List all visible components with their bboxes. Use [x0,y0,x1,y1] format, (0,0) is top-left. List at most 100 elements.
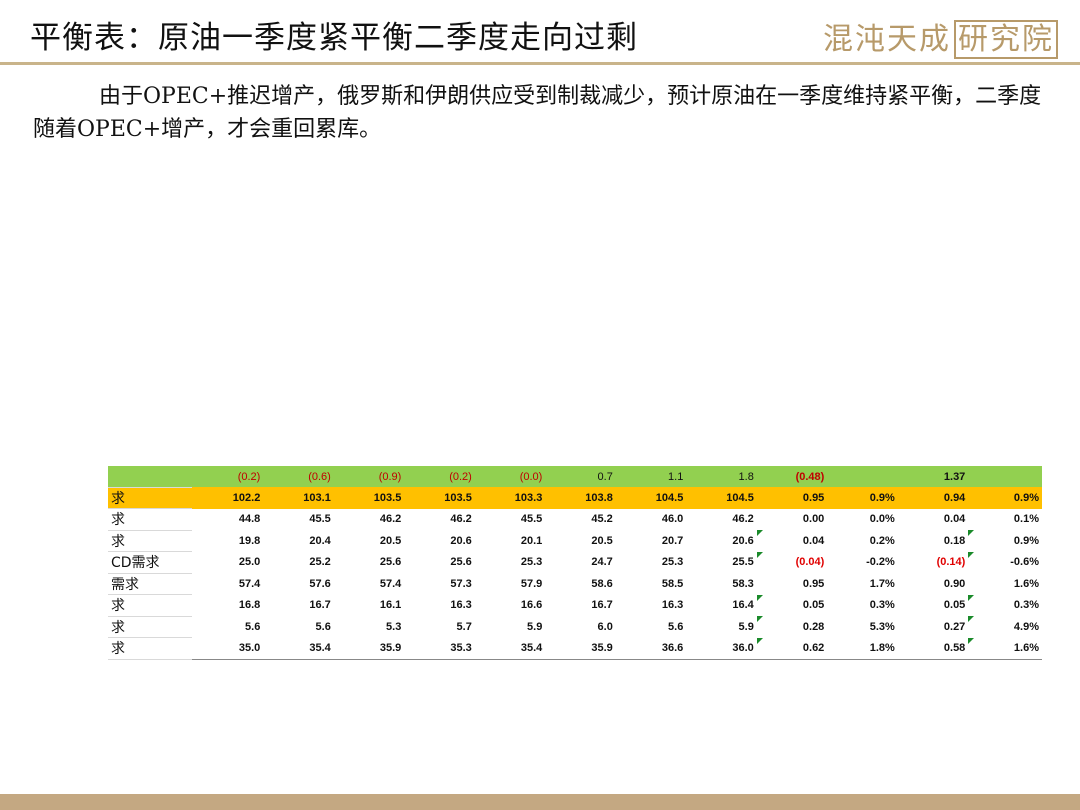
table-cell: 20.5 [591,534,613,547]
table-cell: 36.0 [686,637,757,660]
table-cell: 0.58 [897,637,969,660]
table-cell: 25.3 [520,556,543,569]
table-cell: 25.2 [309,556,331,569]
table-cell: 46.2 [379,513,402,526]
table-cell: (0.04) [756,551,828,574]
table-cell: (0.2) [404,466,475,487]
table-cell: 104.5 [686,487,757,509]
table-cell: 58.6 [591,577,613,590]
table-cell: 103.5 [404,487,475,509]
table-cell: 45.5 [309,513,331,526]
table-cell: 20.4 [309,534,331,547]
table-cell: 20.5 [379,534,402,547]
table-cell: 5.9 [527,620,543,633]
table-cell: 5.3% [869,620,895,633]
table-cell: 36.6 [615,637,687,660]
table-cell: 5.6 [245,620,261,633]
table-cell: 5.3 [386,620,402,633]
table-cell: 5.6 [668,620,684,633]
table-cell: 0.0% [869,513,895,526]
table-cell: 0.9% [968,530,1042,552]
table-row: 求 16.8 16.7 16.1 16.3 16.6 16.7 16.3 16.… [108,594,1042,617]
table-cell: 0.04 [756,530,828,552]
table-cell: (0.48) [756,466,828,487]
table-cell: 57.4 [379,577,402,590]
table-cell: 46.2 [450,513,472,526]
table-cell: 19.8 [238,534,261,547]
table-cell: 58.3 [732,577,754,590]
table-cell: 35.3 [404,637,475,660]
table-row: CD需求 25.0 25.2 25.6 25.6 25.3 24.7 25.3 … [108,551,1042,574]
logo-boxed-text: 研究院 [954,20,1058,59]
table-cell: 102.2 [191,487,264,509]
row-label: 求 [108,508,192,531]
table-cell: 16.4 [732,599,754,612]
table-cell: 0.1% [1013,513,1039,526]
table-cell: 25.6 [450,556,472,569]
table-cell: -0.6% [968,551,1042,574]
table-cell: 103.1 [263,487,334,509]
table-cell: 57.9 [520,577,543,590]
table-cell: 35.4 [474,637,546,660]
table-cell: 104.5 [615,487,687,509]
table-cell: 24.7 [591,556,613,569]
table-cell: 25.6 [379,556,402,569]
table-cell: 0.28 [756,616,828,638]
table-cell: 46.0 [661,513,684,526]
table-cell: 20.7 [661,534,684,547]
table-cell: 16.7 [591,599,613,612]
table-cell: 0.2% [869,534,895,547]
table-cell: 1.37 [897,466,969,487]
row-label: 求 [108,637,192,660]
table-cell: 1.8% [827,637,898,660]
table-cell: 0.3% [869,599,895,612]
table-cell: 16.6 [520,599,543,612]
row-label [108,466,192,488]
table-cell: 57.6 [309,577,331,590]
table-cell: 0.95 [802,577,825,590]
table-cell: 5.7 [456,620,472,633]
row-label: 需求 [108,573,192,595]
table-cell: 0.62 [756,637,828,660]
row-label: 求 [108,594,192,617]
table-cell: 35.0 [191,637,264,660]
table-cell: 16.8 [238,599,261,612]
table-cell: 1.6% [968,637,1042,660]
table-cell: (0.6) [263,466,334,487]
total-demand-row: 求 102.2 103.1 103.5 103.5 103.3 103.8 10… [108,487,1042,509]
page-title: 平衡表：原油一季度紧平衡二季度走向过剩 [30,20,638,56]
table-cell: 35.9 [545,637,616,660]
table-cell: 5.9 [738,620,754,633]
table-cell: 0.9% [968,487,1042,509]
table-cell: 45.2 [591,513,613,526]
table-row: 求 35.0 35.4 35.9 35.3 35.4 35.9 36.6 36.… [108,637,1042,660]
row-label: CD需求 [108,551,192,574]
net-balance-row: (0.2) (0.6) (0.9) (0.2) (0.0) 0.7 1.1 1.… [108,466,1042,488]
table-cell: 16.7 [309,599,331,612]
table-cell: 16.3 [450,599,472,612]
table-cell: 0.05 [756,594,828,617]
table-cell: (0.9) [333,466,405,487]
table-cell: 0.05 [943,599,966,612]
table-cell: 20.6 [450,534,472,547]
table-cell: 58.5 [661,577,684,590]
table-cell: 25.5 [732,556,754,569]
table-cell: 57.4 [238,577,261,590]
table-cell: 0.95 [756,487,828,509]
footer-bar [0,794,1080,810]
summary-paragraph: 由于OPEC+推迟增产，俄罗斯和伊朗供应受到制裁减少，预计原油在一季度维持紧平衡… [33,84,1042,142]
table-cell: 16.1 [379,599,402,612]
table-cell: 103.3 [474,487,546,509]
table-cell: 0.94 [897,487,969,509]
table-cell: 0.3% [968,594,1042,617]
row-label: 求 [108,616,192,638]
table-cell: 103.8 [545,487,616,509]
table-cell: 0.7 [545,466,616,487]
table-cell: 35.4 [263,637,334,660]
table-cell: 6.0 [597,620,613,633]
brand-logo: 混沌天成 研究院 [823,14,1058,59]
table-cell [827,466,898,487]
table-cell: 20.1 [520,534,543,547]
table-cell: 4.9% [968,616,1042,638]
table-cell: (0.0) [474,466,546,487]
